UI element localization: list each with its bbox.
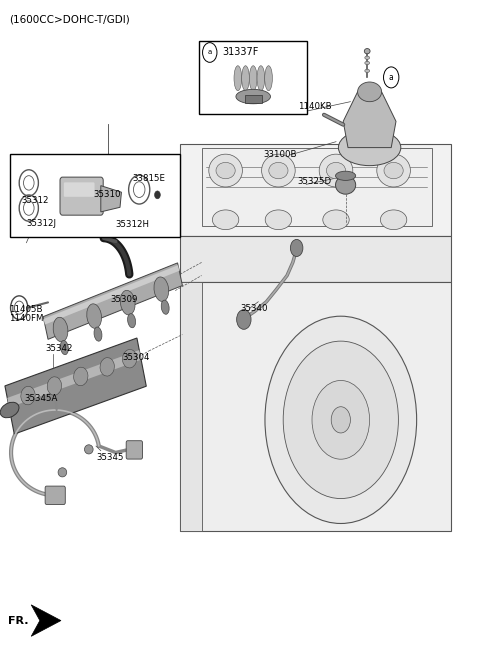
Ellipse shape <box>241 66 250 91</box>
Text: 35312J: 35312J <box>26 218 57 228</box>
Ellipse shape <box>73 367 88 386</box>
FancyBboxPatch shape <box>45 486 65 504</box>
Text: 35325D: 35325D <box>298 176 332 186</box>
Text: 35345A: 35345A <box>24 394 58 403</box>
Polygon shape <box>7 350 141 407</box>
Ellipse shape <box>358 82 382 102</box>
Ellipse shape <box>234 66 241 91</box>
Ellipse shape <box>365 56 370 59</box>
Polygon shape <box>202 148 432 226</box>
Ellipse shape <box>250 66 257 91</box>
Ellipse shape <box>120 291 135 315</box>
Ellipse shape <box>326 162 346 178</box>
Ellipse shape <box>94 327 102 341</box>
Polygon shape <box>31 605 61 636</box>
Polygon shape <box>44 265 179 325</box>
Bar <box>244 95 262 103</box>
Ellipse shape <box>128 314 135 328</box>
Polygon shape <box>343 92 396 148</box>
Circle shape <box>312 380 370 459</box>
Ellipse shape <box>336 176 356 194</box>
Text: 35309: 35309 <box>110 295 138 304</box>
FancyBboxPatch shape <box>60 177 103 215</box>
Circle shape <box>237 310 251 329</box>
Ellipse shape <box>236 89 270 104</box>
Ellipse shape <box>100 358 114 376</box>
Circle shape <box>155 191 160 199</box>
Polygon shape <box>101 186 121 212</box>
Ellipse shape <box>21 386 35 405</box>
Text: 35310: 35310 <box>94 190 121 199</box>
Ellipse shape <box>365 62 370 64</box>
Text: 35345: 35345 <box>96 453 123 462</box>
Ellipse shape <box>265 210 291 230</box>
Text: 35312H: 35312H <box>115 220 149 229</box>
Text: 35304: 35304 <box>122 353 150 362</box>
FancyBboxPatch shape <box>64 182 95 197</box>
Circle shape <box>265 316 417 523</box>
Bar <box>199 41 307 114</box>
Polygon shape <box>5 338 146 434</box>
Circle shape <box>331 407 350 433</box>
Polygon shape <box>180 144 451 236</box>
Ellipse shape <box>323 210 349 230</box>
Ellipse shape <box>364 49 370 54</box>
Ellipse shape <box>0 402 19 418</box>
Bar <box>10 154 180 237</box>
Text: 31337F: 31337F <box>222 47 259 58</box>
Ellipse shape <box>384 162 403 178</box>
Text: 33100B: 33100B <box>263 150 297 159</box>
Text: 35340: 35340 <box>240 304 267 313</box>
Polygon shape <box>43 263 182 339</box>
Ellipse shape <box>216 162 235 178</box>
Polygon shape <box>180 282 451 531</box>
Circle shape <box>384 67 399 88</box>
Ellipse shape <box>365 69 370 72</box>
Text: 35342: 35342 <box>46 344 73 354</box>
Ellipse shape <box>122 350 137 368</box>
Text: 11405B: 11405B <box>9 305 42 314</box>
Text: 1140KB: 1140KB <box>298 102 331 111</box>
Circle shape <box>290 239 303 256</box>
Ellipse shape <box>53 318 68 342</box>
Ellipse shape <box>380 210 407 230</box>
Ellipse shape <box>319 154 353 187</box>
Ellipse shape <box>47 377 61 395</box>
Text: (1600CC>DOHC-T/GDI): (1600CC>DOHC-T/GDI) <box>10 14 131 24</box>
Ellipse shape <box>209 154 242 187</box>
Ellipse shape <box>257 66 264 91</box>
Text: FR.: FR. <box>8 615 29 626</box>
Circle shape <box>203 43 217 62</box>
Bar <box>180 282 202 531</box>
Text: 1140FM: 1140FM <box>9 314 43 323</box>
Ellipse shape <box>161 300 169 314</box>
Ellipse shape <box>60 340 68 355</box>
Ellipse shape <box>269 162 288 178</box>
Ellipse shape <box>265 66 272 91</box>
Ellipse shape <box>338 129 401 165</box>
Ellipse shape <box>87 304 101 329</box>
Ellipse shape <box>154 277 168 302</box>
Text: a: a <box>208 49 212 56</box>
Ellipse shape <box>212 210 239 230</box>
FancyBboxPatch shape <box>126 441 143 459</box>
Ellipse shape <box>336 171 356 180</box>
Text: 35312: 35312 <box>22 195 49 205</box>
Text: a: a <box>389 73 394 82</box>
Polygon shape <box>180 236 451 282</box>
Circle shape <box>283 341 398 499</box>
Ellipse shape <box>58 468 67 477</box>
Text: 33815E: 33815E <box>132 174 165 183</box>
Ellipse shape <box>84 445 93 454</box>
Ellipse shape <box>262 154 295 187</box>
Ellipse shape <box>377 154 410 187</box>
